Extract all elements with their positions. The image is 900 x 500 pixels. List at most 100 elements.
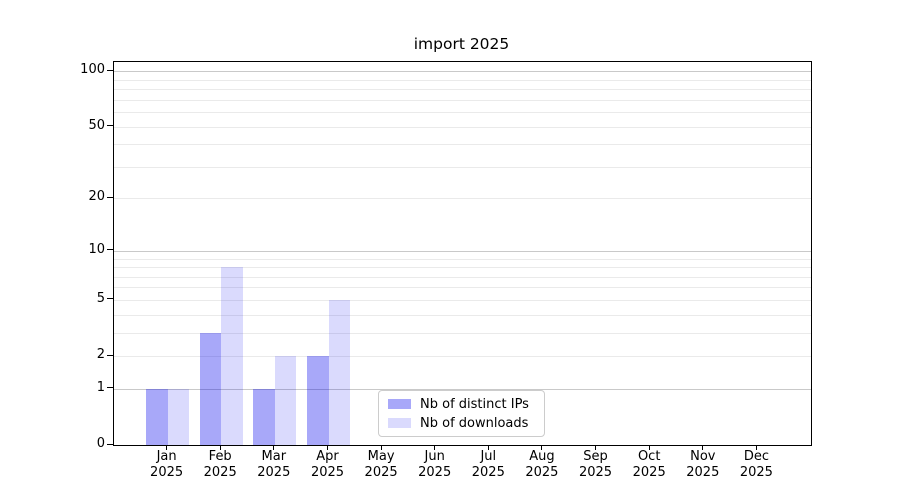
x-tick-mark <box>273 445 275 450</box>
gridline-major <box>114 71 811 73</box>
downloads-swatch-icon <box>388 418 411 428</box>
x-tick-label-line: 2025 <box>257 465 291 480</box>
y-tick-label: 100 <box>80 62 105 78</box>
x-tick-label-line: Apr <box>316 449 339 464</box>
x-tick-label-line: 2025 <box>150 465 184 480</box>
x-tick-label-line: 2025 <box>364 465 398 480</box>
bar-distinct-ips <box>307 356 329 445</box>
x-tick-label: Mar 2025 <box>257 449 290 481</box>
bar-distinct-ips <box>199 332 222 445</box>
gridline-minor <box>114 99 811 101</box>
gridline-minor <box>114 299 811 301</box>
x-tick-mark <box>327 445 328 450</box>
x-tick-mark <box>595 445 596 450</box>
gridline-minor <box>114 314 811 316</box>
y-tick-label: 5 <box>96 290 105 306</box>
y-tick-mark <box>107 125 113 126</box>
gridline-minor <box>114 89 811 90</box>
x-tick-label-line: 2025 <box>418 465 452 480</box>
bar-distinct-ips <box>146 388 168 445</box>
bar-downloads <box>167 388 190 445</box>
x-tick-label-line: 2025 <box>686 465 720 480</box>
gridline-minor <box>114 198 811 200</box>
y-tick-label: 2 <box>96 347 105 362</box>
gridline-minor <box>114 287 811 289</box>
x-tick-label: Apr 2025 <box>311 449 344 481</box>
y-tick-mark <box>107 298 113 300</box>
x-tick-mark <box>166 445 168 450</box>
gridline-minor <box>114 126 811 128</box>
y-tick-mark <box>107 354 113 356</box>
gridline-minor <box>114 144 811 146</box>
x-tick-label-line: 2025 <box>632 465 666 480</box>
x-tick-label-line: 2025 <box>739 465 773 480</box>
x-tick-label-line: Sep <box>583 449 608 464</box>
x-tick-mark <box>702 445 704 450</box>
x-tick-label-line: 2025 <box>310 465 345 480</box>
y-tick-label: 20 <box>88 189 105 205</box>
x-tick-label: Jan 2025 <box>150 449 183 481</box>
x-tick-label: Nov 2025 <box>686 449 719 481</box>
gridline-minor <box>114 166 811 168</box>
bar-distinct-ips <box>253 388 275 445</box>
y-tick-mark <box>107 387 113 389</box>
x-tick-mark <box>755 445 757 450</box>
x-tick-label: Jul 2025 <box>472 449 505 481</box>
x-tick-label-line: Jan <box>156 449 177 464</box>
x-tick-label-line: Dec <box>743 449 769 464</box>
gridline-minor <box>114 276 811 278</box>
y-tick-label: 0 <box>96 436 105 451</box>
y-tick-mark <box>107 249 113 251</box>
x-tick-label-line: Jun <box>424 449 445 464</box>
x-tick-label: Sep 2025 <box>579 449 612 481</box>
x-tick-label: Jun 2025 <box>418 449 451 481</box>
x-tick-mark <box>487 445 489 450</box>
x-tick-mark <box>648 445 650 450</box>
x-tick-label-line: Nov <box>690 449 716 464</box>
legend-label: Nb of downloads <box>420 415 529 431</box>
gridline-major <box>114 388 811 390</box>
chart-title: import 2025 <box>413 35 510 53</box>
x-tick-mark <box>380 445 382 450</box>
gridline-minor <box>114 79 811 81</box>
x-tick-label-line: Aug <box>529 449 555 464</box>
x-tick-label-line: 2025 <box>578 465 613 480</box>
bar-downloads <box>328 299 350 445</box>
legend: Nb of distinct IPs Nb of downloads <box>378 390 545 437</box>
gridline-minor <box>114 111 811 113</box>
x-tick-label: Aug 2025 <box>525 449 558 481</box>
legend-item-downloads: Nb of downloads <box>388 416 535 431</box>
x-tick-label-line: 2025 <box>525 465 559 480</box>
bar-downloads <box>274 356 297 445</box>
x-tick-mark <box>434 445 436 450</box>
x-tick-mark <box>541 445 543 450</box>
gridline-minor <box>114 267 811 268</box>
x-tick-label-line: Jul <box>480 449 497 464</box>
x-tick-label-line: May <box>367 449 395 464</box>
y-tick-mark <box>107 69 113 71</box>
gridline-minor <box>114 356 811 357</box>
x-tick-label-line: 2025 <box>203 465 237 480</box>
x-tick-label-line: 2025 <box>471 465 505 480</box>
x-tick-label-line: Mar <box>261 449 287 464</box>
x-tick-mark <box>219 445 221 450</box>
distinct-ips-swatch-icon <box>388 399 411 409</box>
x-tick-label-line: Feb <box>208 449 232 464</box>
bar-downloads <box>221 267 243 445</box>
plot-area <box>113 61 812 446</box>
y-tick-label: 50 <box>88 117 105 133</box>
x-tick-label: Dec 2025 <box>740 449 773 481</box>
y-tick-label: 10 <box>88 241 105 257</box>
gridline-major <box>114 250 811 252</box>
x-tick-label: Oct 2025 <box>633 449 666 481</box>
gridline-minor <box>114 258 811 260</box>
y-tick-mark <box>107 443 113 445</box>
x-tick-label-line: Oct <box>637 449 661 464</box>
legend-item-distinct-ips: Nb of distinct IPs <box>388 397 535 412</box>
gridline-minor <box>114 332 811 334</box>
x-tick-label: May 2025 <box>365 449 398 481</box>
legend-label: Nb of distinct IPs <box>420 396 529 412</box>
x-tick-label: Feb 2025 <box>204 449 237 481</box>
y-tick-mark <box>107 196 113 198</box>
